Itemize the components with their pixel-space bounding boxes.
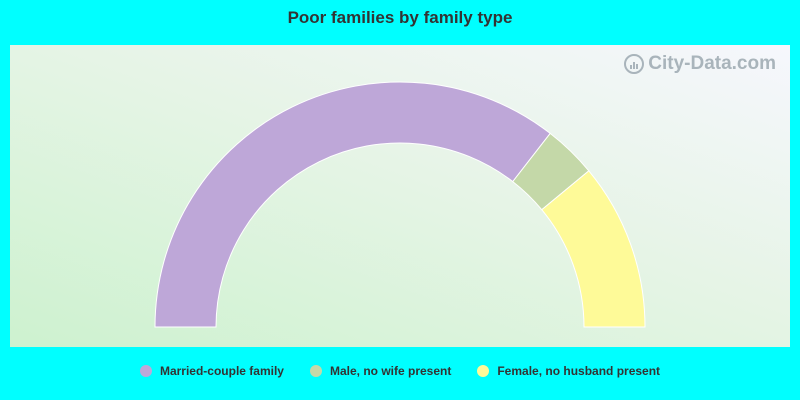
legend-item: Married-couple family: [139, 364, 284, 378]
legend-label: Female, no husband present: [497, 364, 661, 378]
legend-label: Male, no wife present: [329, 364, 452, 378]
legend-item: Male, no wife present: [309, 364, 452, 378]
legend-item: Female, no husband present: [477, 364, 660, 378]
half-donut-chart: [154, 81, 646, 328]
plot-area: City-Data.com: [10, 45, 790, 347]
watermark: City-Data.com: [624, 53, 776, 75]
legend-swatch: [309, 365, 322, 377]
city-data-logo-icon: [624, 54, 645, 74]
legend: Married-couple family Male, no wife pres…: [0, 364, 800, 378]
slice-married-couple-family[interactable]: [154, 81, 551, 328]
slice-female-no-husband-present[interactable]: [541, 170, 646, 328]
watermark-text: City-Data.com: [648, 53, 776, 74]
legend-label: Married-couple family: [159, 364, 284, 378]
chart-title: Poor families by family type: [287, 8, 513, 27]
legend-swatch: [477, 365, 490, 377]
legend-swatch: [139, 365, 152, 377]
